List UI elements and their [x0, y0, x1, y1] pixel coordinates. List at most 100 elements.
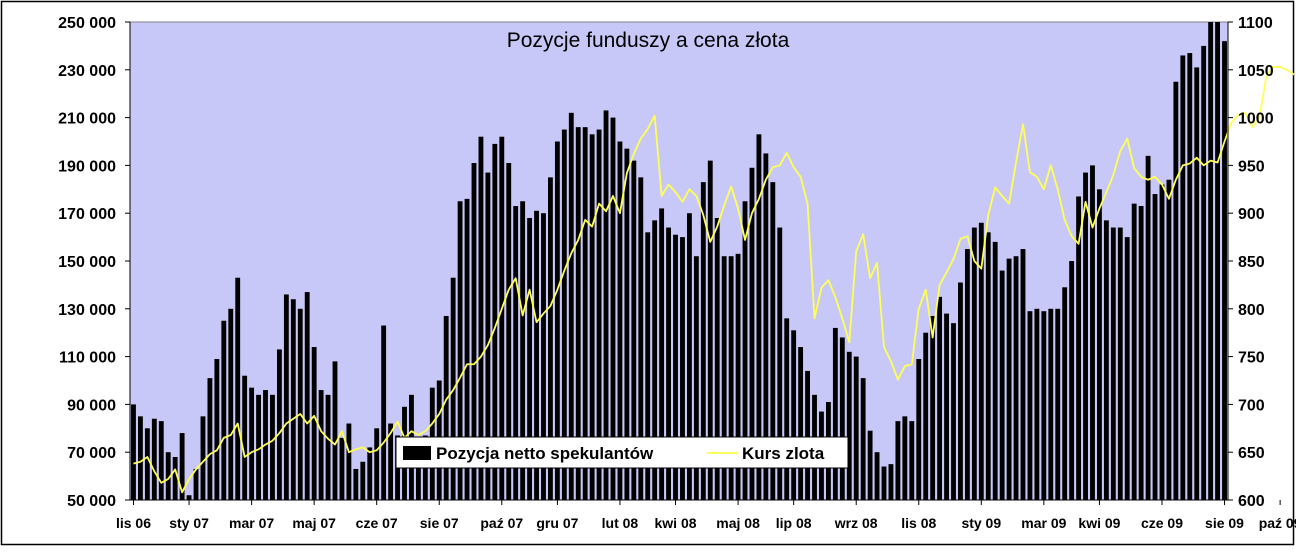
bar: [596, 129, 602, 501]
bar: [214, 358, 220, 500]
bar: [610, 117, 616, 500]
bar: [1027, 311, 1033, 500]
bar: [909, 421, 915, 500]
legend-box: [395, 436, 849, 469]
bar: [186, 495, 192, 500]
x-tick-label: lut 08: [602, 515, 639, 531]
bar: [492, 143, 498, 500]
bar: [1215, 22, 1220, 500]
right-tick-label: 600: [1238, 493, 1265, 510]
bar: [1034, 308, 1040, 500]
bar: [568, 112, 574, 500]
left-tick-label: 250 000: [58, 15, 116, 32]
bar: [256, 394, 261, 500]
bar: [874, 452, 880, 500]
bar: [415, 440, 421, 500]
bar: [478, 136, 484, 500]
bar: [784, 318, 790, 500]
bar: [457, 201, 463, 500]
bar: [464, 198, 470, 501]
bar: [1152, 194, 1158, 500]
bar: [1090, 165, 1095, 500]
bar: [617, 141, 623, 500]
bar: [207, 378, 213, 500]
left-tick-label: 170 000: [58, 206, 116, 223]
bar: [499, 136, 505, 500]
x-tick-label: sie 09: [1205, 515, 1244, 531]
right-tick-label: 950: [1238, 158, 1265, 175]
bar: [1020, 249, 1026, 500]
x-tick-label: gru 07: [536, 515, 578, 531]
bar: [527, 217, 533, 501]
bar: [339, 437, 345, 500]
bar: [548, 177, 553, 500]
bar: [318, 390, 324, 500]
bar: [193, 468, 199, 500]
bar: [888, 464, 894, 500]
bar: [832, 327, 838, 500]
bar: [680, 237, 685, 500]
legend-label-line: Kurs zlota: [742, 444, 825, 463]
bar: [1201, 45, 1207, 501]
bar: [902, 416, 908, 500]
left-tick-label: 130 000: [58, 302, 116, 319]
bar: [1069, 261, 1075, 500]
bar: [1083, 172, 1088, 500]
right-tick-label: 800: [1238, 302, 1265, 319]
bar: [1055, 308, 1061, 500]
bar: [151, 418, 157, 500]
bar: [353, 468, 359, 500]
bar: [200, 416, 206, 500]
bar: [443, 315, 449, 500]
bar: [311, 347, 317, 500]
right-tick-label: 700: [1238, 397, 1265, 414]
bar: [1187, 53, 1193, 500]
bar: [1222, 41, 1227, 501]
bar: [700, 182, 706, 500]
bar: [1110, 227, 1116, 501]
bar: [1166, 179, 1172, 501]
left-tick-label: 50 000: [67, 493, 116, 510]
bar: [374, 428, 380, 500]
bar: [944, 313, 949, 500]
left-tick-label: 230 000: [58, 63, 116, 80]
chart-title: Pozycje funduszy a cena złota: [507, 29, 790, 52]
bar: [249, 387, 255, 500]
right-tick-label: 750: [1238, 350, 1265, 367]
bar: [561, 129, 567, 501]
bar: [937, 296, 943, 500]
bar: [805, 370, 810, 500]
bar: [325, 394, 331, 500]
bar: [951, 323, 956, 500]
bar: [360, 461, 366, 500]
right-tick-label: 1000: [1238, 111, 1274, 128]
bar: [388, 423, 394, 500]
bar: [867, 430, 873, 500]
bar: [1013, 256, 1019, 500]
bar: [978, 222, 984, 500]
bar: [631, 160, 637, 500]
bar: [846, 351, 852, 500]
right-tick-label: 1050: [1238, 63, 1274, 80]
bar: [270, 394, 275, 500]
bar: [1208, 22, 1214, 500]
x-tick-label: kwi 09: [1078, 515, 1120, 531]
bar: [895, 421, 901, 500]
x-tick-label: paź 07: [480, 515, 523, 531]
bar: [144, 428, 150, 500]
line-series: [133, 66, 1295, 494]
left-tick-label: 190 000: [58, 158, 116, 175]
bar: [1131, 203, 1137, 500]
bar: [1062, 287, 1068, 500]
bar: [971, 227, 977, 501]
x-tick-label: lis 06: [116, 515, 151, 531]
x-tick-label: cze 09: [1141, 515, 1183, 531]
bar: [381, 325, 387, 500]
bar: [728, 256, 734, 500]
bar: [860, 378, 866, 500]
bar: [332, 361, 338, 500]
bar: [881, 466, 887, 500]
bar: [172, 456, 178, 500]
bar: [763, 153, 769, 500]
left-tick-label: 150 000: [58, 254, 116, 271]
